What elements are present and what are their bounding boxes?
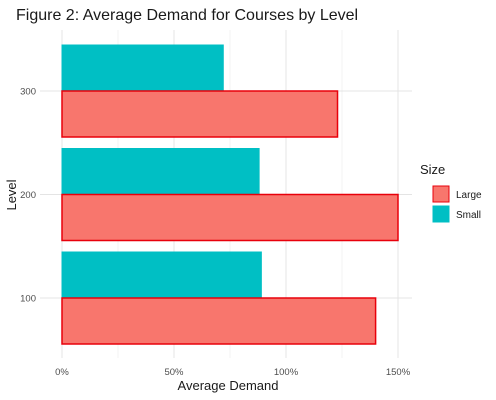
- bar-small-100: [61, 251, 262, 299]
- y-tick-label: 300: [20, 87, 36, 98]
- bar-large-300: [61, 90, 339, 138]
- x-tick-label: 150%: [386, 367, 411, 378]
- legend-swatch-large: [432, 185, 450, 203]
- y-axis-ticks: 100 200 300: [20, 87, 36, 305]
- legend-label-large: Large: [456, 190, 482, 201]
- x-axis-ticks: 0% 50% 100% 150%: [55, 367, 411, 378]
- y-tick-label: 200: [20, 190, 36, 201]
- x-axis-title: Average Demand: [178, 378, 279, 393]
- legend-swatch-small: [432, 205, 450, 223]
- chart-title: Figure 2: Average Demand for Courses by …: [16, 7, 358, 24]
- x-tick-label: 0%: [55, 367, 69, 378]
- bar-large-200: [61, 193, 399, 242]
- bar-small-200: [61, 148, 260, 195]
- legend: Size Large Small: [420, 162, 482, 223]
- y-axis-title: Level: [4, 179, 19, 210]
- bars: [61, 44, 399, 345]
- legend-label-small: Small: [456, 210, 481, 221]
- legend-title: Size: [420, 162, 445, 177]
- x-tick-label: 100%: [274, 367, 299, 378]
- x-tick-label: 50%: [164, 367, 184, 378]
- y-tick-label: 100: [20, 294, 36, 305]
- bar-large-100: [61, 297, 377, 345]
- bar-small-300: [61, 44, 224, 92]
